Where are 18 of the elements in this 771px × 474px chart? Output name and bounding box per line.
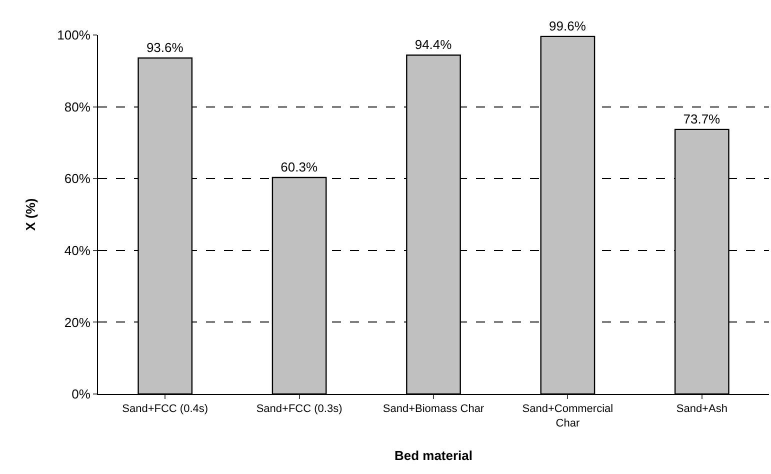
data-label: 94.4% [414,37,452,52]
data-label: 60.3% [280,160,318,175]
y-tick-label: 100% [57,28,91,43]
x-tick-label: Sand+Commercial Char [522,403,614,430]
data-label: 93.6% [146,40,184,55]
x-tick-label: Sand+FCC (0.4s) [122,403,208,416]
x-tick-label: Sand+Ash [676,403,728,416]
y-tick-label: 40% [64,242,91,258]
y-axis-title: X (%) [23,198,38,231]
x-tick-label: Sand+FCC (0.3s) [256,403,342,416]
y-tick-label: 0% [72,386,91,402]
x-axis-title: Bed material [394,448,473,464]
data-label: 73.7% [683,111,721,126]
data-label: 99.6% [549,18,586,34]
y-tick-label: 80% [64,99,91,114]
x-tick-label: Sand+Biomass Char [382,403,484,416]
y-tick-label: 60% [64,171,91,186]
y-tick-label: 20% [64,314,91,330]
